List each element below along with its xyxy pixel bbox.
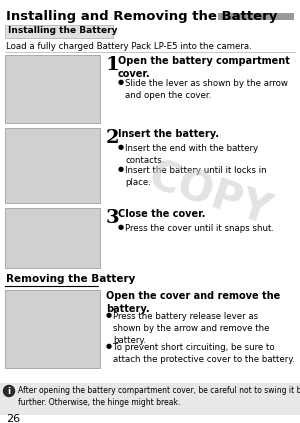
Text: Installing and Removing the Battery: Installing and Removing the Battery bbox=[6, 10, 278, 23]
Text: ●: ● bbox=[106, 343, 112, 349]
Text: 1: 1 bbox=[106, 56, 120, 74]
Text: COPY: COPY bbox=[143, 155, 277, 235]
Text: Installing the Battery: Installing the Battery bbox=[8, 26, 118, 35]
Text: Slide the lever as shown by the arrow
and open the cover.: Slide the lever as shown by the arrow an… bbox=[125, 79, 288, 100]
Text: 3: 3 bbox=[106, 209, 120, 227]
Text: Press the battery release lever as
shown by the arrow and remove the
battery.: Press the battery release lever as shown… bbox=[113, 312, 269, 345]
Text: 2: 2 bbox=[106, 129, 119, 147]
Text: ●: ● bbox=[118, 166, 124, 172]
Bar bbox=[5, 25, 113, 38]
Bar bbox=[0, 383, 300, 415]
Bar bbox=[5, 290, 100, 368]
Text: Insert the end with the battery
contacts.: Insert the end with the battery contacts… bbox=[125, 144, 258, 165]
Circle shape bbox=[4, 385, 14, 396]
Text: Insert the battery until it locks in
place.: Insert the battery until it locks in pla… bbox=[125, 166, 267, 187]
Bar bbox=[218, 13, 294, 20]
Text: Insert the battery.: Insert the battery. bbox=[118, 129, 219, 139]
Text: ●: ● bbox=[106, 312, 112, 318]
Text: ●: ● bbox=[118, 79, 124, 85]
Text: ●: ● bbox=[118, 224, 124, 230]
Text: 26: 26 bbox=[6, 414, 20, 423]
Bar bbox=[5, 208, 100, 268]
Text: Open the cover and remove the
battery.: Open the cover and remove the battery. bbox=[106, 291, 280, 314]
Text: To prevent short circuiting, be sure to
attach the protective cover to the batte: To prevent short circuiting, be sure to … bbox=[113, 343, 295, 364]
Text: After opening the battery compartment cover, be careful not to swing it back
fur: After opening the battery compartment co… bbox=[18, 386, 300, 407]
Text: ●: ● bbox=[118, 144, 124, 150]
Text: Open the battery compartment
cover.: Open the battery compartment cover. bbox=[118, 56, 290, 79]
Text: i: i bbox=[8, 387, 10, 396]
Text: Press the cover until it snaps shut.: Press the cover until it snaps shut. bbox=[125, 224, 274, 233]
Bar bbox=[5, 55, 100, 123]
Text: Removing the Battery: Removing the Battery bbox=[6, 274, 135, 284]
Text: Load a fully charged Battery Pack LP-E5 into the camera.: Load a fully charged Battery Pack LP-E5 … bbox=[6, 42, 252, 51]
Text: Close the cover.: Close the cover. bbox=[118, 209, 206, 219]
Bar bbox=[5, 128, 100, 203]
